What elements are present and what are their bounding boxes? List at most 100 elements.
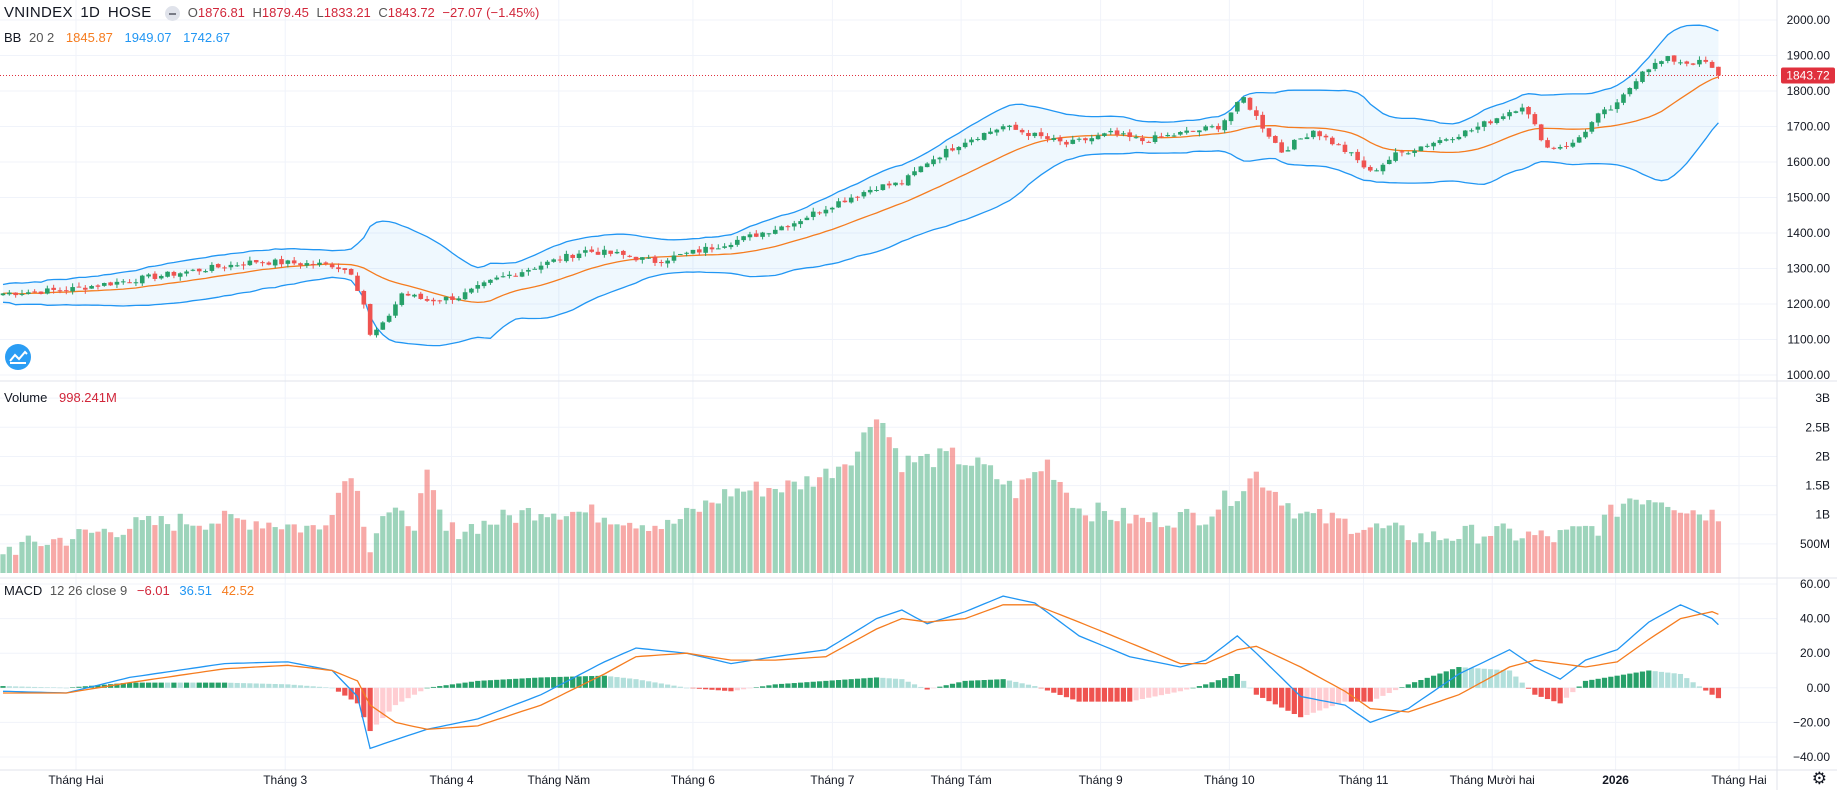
- macd-hist-bar: [1418, 680, 1424, 688]
- macd-hist-bar: [892, 678, 899, 688]
- candle-body: [64, 290, 69, 292]
- macd-hist-bar: [1196, 686, 1202, 688]
- volume-bar: [481, 520, 487, 573]
- volume-bar: [1234, 501, 1240, 573]
- candle-body: [988, 131, 993, 134]
- price-axis[interactable]: 1000.00 1100.00 1200.00 1300.00 1400.00 1500.…: [1787, 13, 1831, 764]
- candle-body: [152, 273, 158, 279]
- volume-bar: [924, 453, 930, 573]
- interval[interactable]: 1D: [80, 4, 101, 21]
- candle-body: [937, 157, 943, 160]
- macd-hist-bar: [500, 679, 506, 688]
- candle-body: [1190, 130, 1196, 132]
- candle-body: [1311, 130, 1316, 138]
- macd-hist-bar: [880, 677, 886, 688]
- symbol-name[interactable]: VNINDEX: [4, 4, 73, 21]
- macd-hist-bar: [1247, 687, 1253, 689]
- candle-body: [1646, 69, 1652, 73]
- volume-legend[interactable]: Volume 998.241M: [4, 390, 121, 405]
- candle-body: [975, 138, 981, 140]
- candle-body: [298, 263, 303, 266]
- candle-body: [1665, 56, 1671, 61]
- bb-upper-line: [2, 24, 1719, 286]
- volume-bar: [399, 510, 405, 573]
- candle-body: [70, 287, 75, 292]
- candle-body: [1494, 118, 1500, 124]
- volume-bar: [810, 486, 816, 573]
- candle-body: [1127, 132, 1133, 137]
- volume-bar: [873, 419, 880, 573]
- candle-body: [1304, 137, 1310, 140]
- macd-hist-bar: [829, 680, 835, 688]
- candle-body: [1095, 135, 1101, 140]
- macd-hist-bar: [1127, 687, 1133, 702]
- macd-hist-bar: [171, 682, 177, 688]
- macd-hist-bar: [620, 677, 626, 688]
- candle-body: [874, 189, 879, 191]
- candle-body: [51, 287, 56, 290]
- macd-hist-bar: [1317, 687, 1323, 711]
- macd-legend[interactable]: MACD 12 26 close 9 −6.01 36.51 42.52: [4, 583, 258, 598]
- macd-hist-bar: [506, 679, 512, 688]
- volume-bar: [506, 515, 512, 573]
- signal-line: [3, 604, 1719, 730]
- volume-bar: [557, 519, 563, 573]
- macd-hist-bar: [430, 686, 437, 688]
- candle-body: [1602, 109, 1607, 115]
- candle-body: [1519, 107, 1525, 112]
- volume-bar: [1171, 527, 1177, 573]
- volume-bar: [323, 525, 329, 573]
- macd-hist-bar: [987, 679, 994, 688]
- volume-bar: [715, 503, 721, 573]
- volume-bar: [120, 534, 126, 573]
- candle-body: [734, 239, 740, 245]
- volume-bar: [1285, 503, 1291, 573]
- settings-gear-icon[interactable]: ⚙: [1811, 769, 1827, 788]
- volume-bar: [1177, 512, 1183, 573]
- time-axis[interactable]: Tháng Hai Tháng 3 Tháng 4 Tháng Năm Tháng 6 T…: [48, 773, 1766, 787]
- candle-body: [196, 268, 202, 272]
- candle-body: [234, 265, 240, 267]
- macd-hist-bar: [1544, 687, 1551, 700]
- price-tick-label: 1400.00: [1787, 226, 1831, 240]
- macd-hist-bar: [95, 685, 101, 688]
- candle-body: [1102, 133, 1107, 136]
- candle-body: [602, 249, 607, 255]
- macd-name: MACD: [4, 583, 43, 598]
- macd-hist-bar: [696, 687, 702, 689]
- candle-body: [0, 293, 6, 296]
- candle-body: [1570, 142, 1576, 147]
- bb-basis: 1845.87: [65, 30, 113, 45]
- candle-body: [1583, 131, 1588, 138]
- close-value: 1843.72: [387, 5, 435, 20]
- macd-hist-bar: [1380, 687, 1386, 696]
- bb-legend[interactable]: BB 20 2 1845.87 1949.07 1742.67: [4, 30, 234, 45]
- candle-body: [671, 255, 677, 261]
- macd-hist-bar: [804, 682, 810, 688]
- candle-body: [1488, 121, 1493, 124]
- macd-hist-bar: [823, 680, 829, 688]
- volume-bar: [63, 545, 69, 573]
- candle-body: [1380, 164, 1386, 172]
- bollinger-band-fill: [3, 25, 1719, 346]
- volume-bar: [468, 524, 475, 573]
- candle-body: [120, 281, 126, 283]
- macd-hist-bar: [1393, 687, 1399, 691]
- collapse-legend-icon[interactable]: [165, 6, 181, 22]
- candle-body: [1424, 145, 1430, 147]
- candle-body: [1633, 81, 1639, 89]
- volume-bar: [671, 523, 677, 573]
- macd-hist-bar: [1272, 687, 1278, 705]
- volume-bar: [1190, 512, 1196, 573]
- volume-bar: [6, 546, 12, 573]
- candle-body: [1595, 113, 1601, 123]
- candle-body: [1197, 130, 1202, 133]
- candle-body: [545, 261, 550, 265]
- candle-body: [1076, 138, 1082, 140]
- volume-bar: [1342, 518, 1348, 573]
- candle-body: [367, 304, 373, 335]
- volume-bar: [240, 519, 247, 573]
- volume-bar: [1038, 471, 1044, 573]
- tradingview-logo-icon[interactable]: [5, 344, 31, 370]
